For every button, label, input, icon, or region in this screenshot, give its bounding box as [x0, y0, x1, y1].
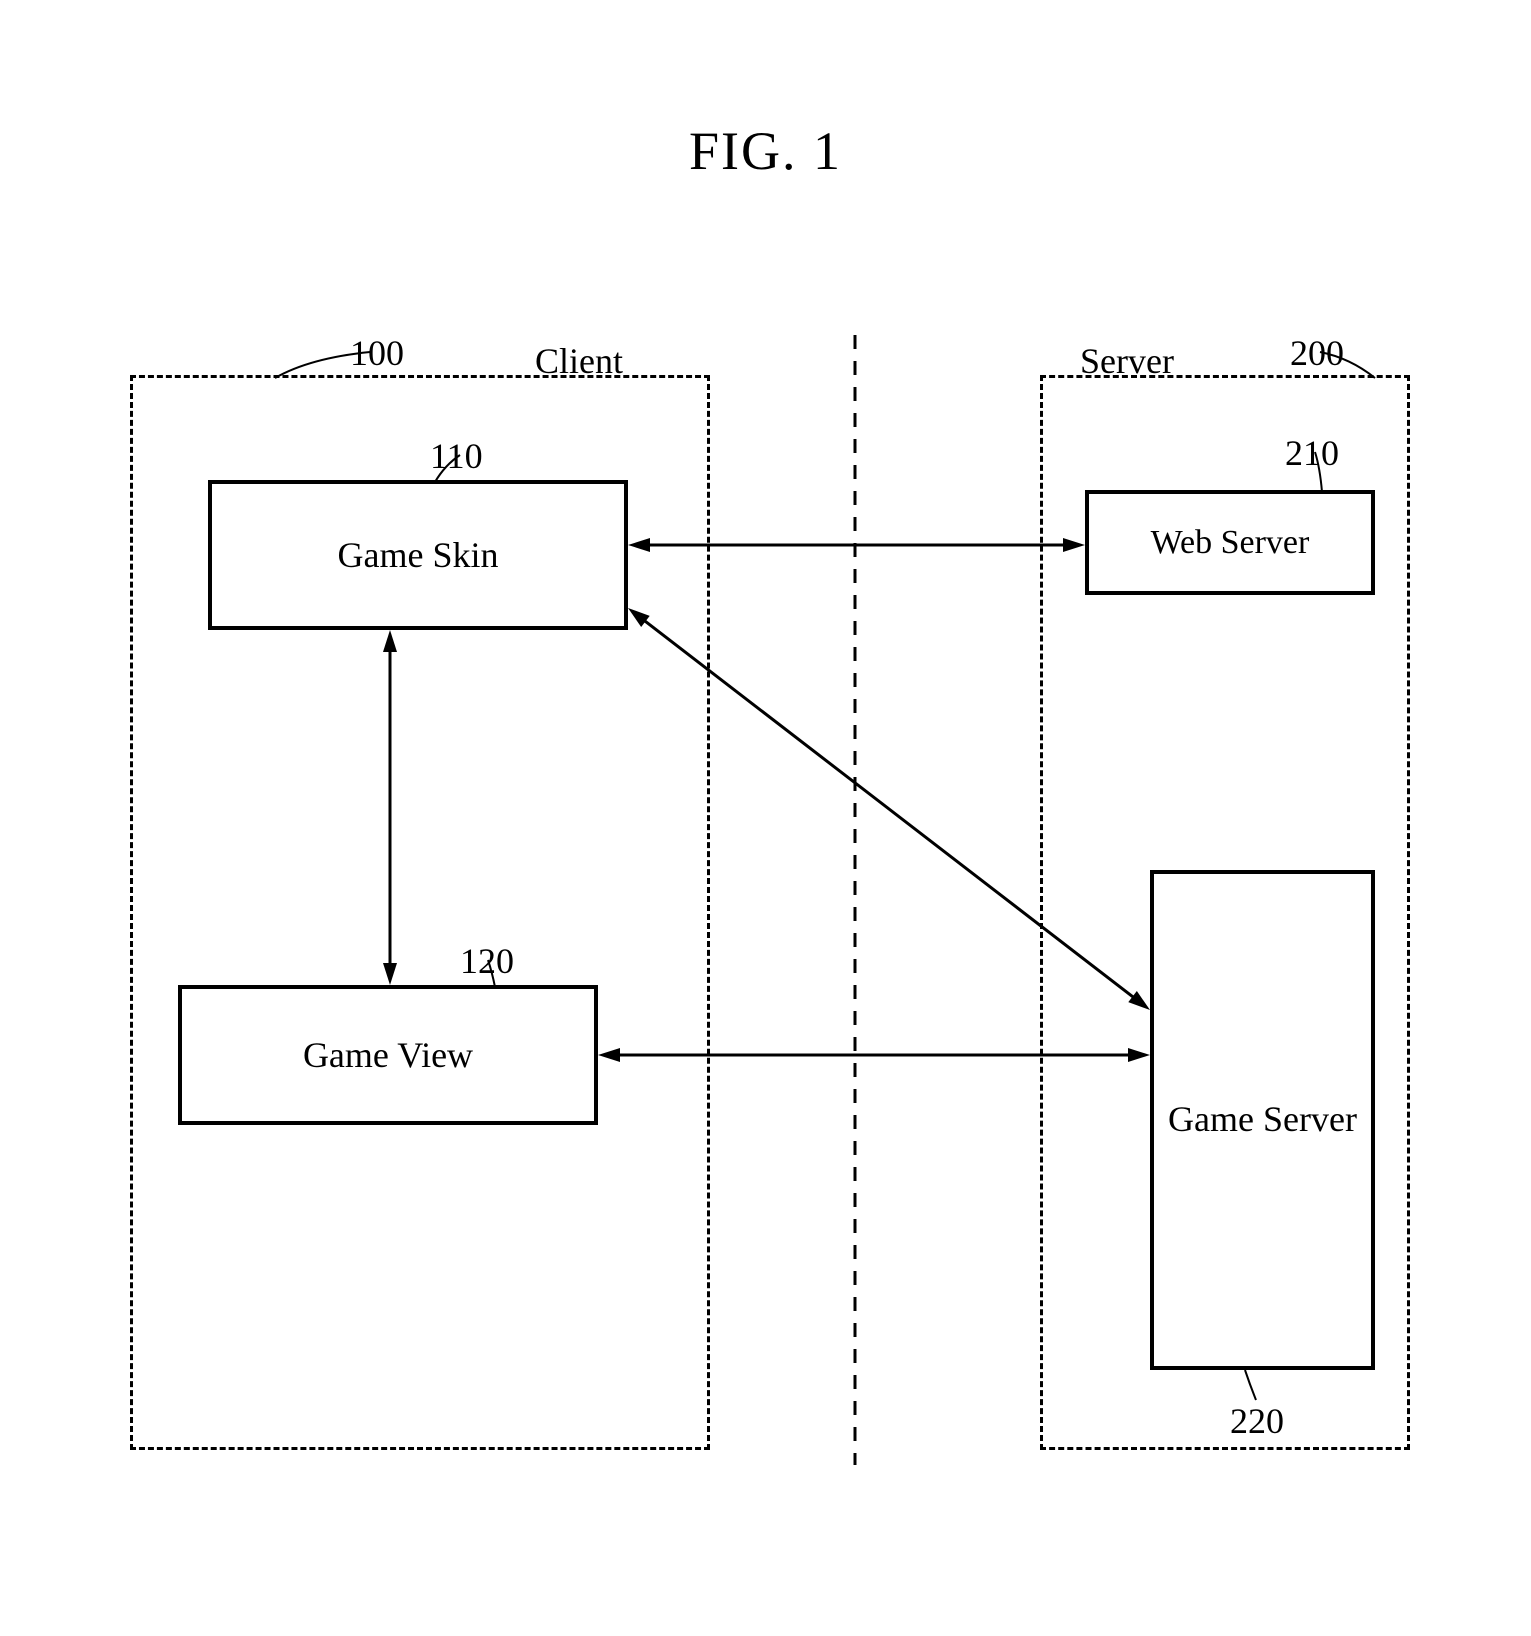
web-server-ref: 210 — [1285, 432, 1339, 474]
game-view-label: Game View — [303, 1034, 473, 1076]
game-skin-label: Game Skin — [338, 534, 499, 576]
game-server-label: Game Server — [1168, 1098, 1357, 1141]
client-label: Client — [535, 340, 623, 382]
web-server-box: Web Server — [1085, 490, 1375, 595]
game-view-box: Game View — [178, 985, 598, 1125]
game-skin-ref: 110 — [430, 435, 483, 477]
game-server-ref: 220 — [1230, 1400, 1284, 1442]
game-server-box: Game Server — [1150, 870, 1375, 1370]
server-ref: 200 — [1290, 332, 1344, 374]
web-server-label: Web Server — [1151, 524, 1310, 562]
server-label: Server — [1080, 340, 1174, 382]
figure-title: FIG. 1 — [0, 120, 1531, 182]
client-ref: 100 — [350, 332, 404, 374]
game-skin-box: Game Skin — [208, 480, 628, 630]
figure-canvas: FIG. 1 Client 100 Server 200 Game Skin 1… — [0, 0, 1531, 1636]
game-view-ref: 120 — [460, 940, 514, 982]
